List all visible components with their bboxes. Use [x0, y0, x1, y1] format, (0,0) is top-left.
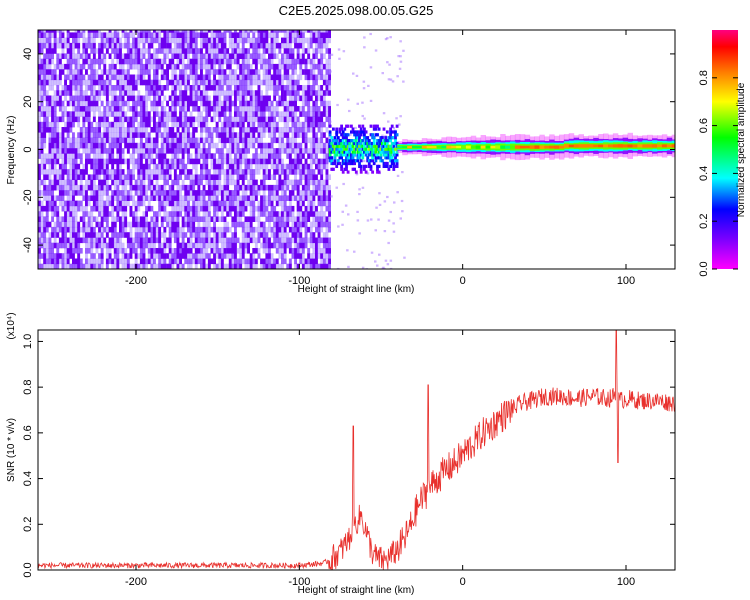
- colorbar: [712, 30, 738, 269]
- spectrogram-x-tick-label: 100: [617, 275, 635, 287]
- snr-plot-area: [38, 330, 675, 570]
- snr-scale-label: (x10⁴): [6, 312, 17, 339]
- snr-y-axis-label: SNR (10 * v/v): [6, 418, 17, 482]
- snr-x-tick-label: -200: [125, 576, 147, 588]
- spectrogram-x-tick-label: -200: [125, 275, 147, 287]
- spectrogram-y-axis-label: Frequency (Hz): [6, 116, 17, 185]
- snr-ticks: -200 -100 0 100 0.0 0.2 0.4 0.6 0.8 1.0: [22, 330, 675, 588]
- colorbar-tick-label: 0.0: [698, 261, 710, 276]
- snr-x-axis-label: Height of straight line (km): [298, 585, 415, 596]
- colorbar-ticks: 0.0 0.2 0.4 0.6 0.8: [698, 70, 738, 277]
- colorbar-tick-label: 0.8: [698, 70, 710, 85]
- spectrogram-x-tick-label: 0: [460, 275, 466, 287]
- snr-y-tick-label: 0.2: [22, 517, 34, 532]
- spectrogram-x-tick-label: -100: [288, 275, 310, 287]
- snr-y-tick-label: 0.6: [22, 425, 34, 440]
- snr-y-tick-label: 0.0: [22, 562, 34, 577]
- colorbar-tick-label: 0.2: [698, 214, 710, 229]
- spectrogram-y-tick-label: 20: [22, 96, 34, 108]
- spectrogram-image: [38, 30, 675, 269]
- colorbar-label: Normalized spectral amplitude: [736, 82, 747, 217]
- snr-y-tick-label: 0.4: [22, 471, 34, 486]
- snr-y-tick-label: 1.0: [22, 334, 34, 349]
- figure-title: C2E5.2025.098.00.05.G25: [279, 3, 434, 18]
- snr-x-tick-label: -100: [288, 576, 310, 588]
- spectrogram-y-tick-label: -40: [22, 237, 34, 253]
- snr-series-line: [38, 330, 675, 570]
- snr-x-tick-label: 0: [460, 576, 466, 588]
- colorbar-tick-label: 0.6: [698, 118, 710, 133]
- snr-y-tick-label: 0.8: [22, 379, 34, 394]
- colorbar-tick-label: 0.4: [698, 166, 710, 181]
- spectrogram-x-axis-label: Height of straight line (km): [298, 284, 415, 295]
- snr-frame: [37, 329, 676, 571]
- spectrogram-y-tick-label: 40: [22, 48, 34, 60]
- snr-x-tick-label: 100: [617, 576, 635, 588]
- spectrogram-y-tick-label: 0: [22, 146, 34, 152]
- spectrogram-y-tick-label: -20: [22, 189, 34, 205]
